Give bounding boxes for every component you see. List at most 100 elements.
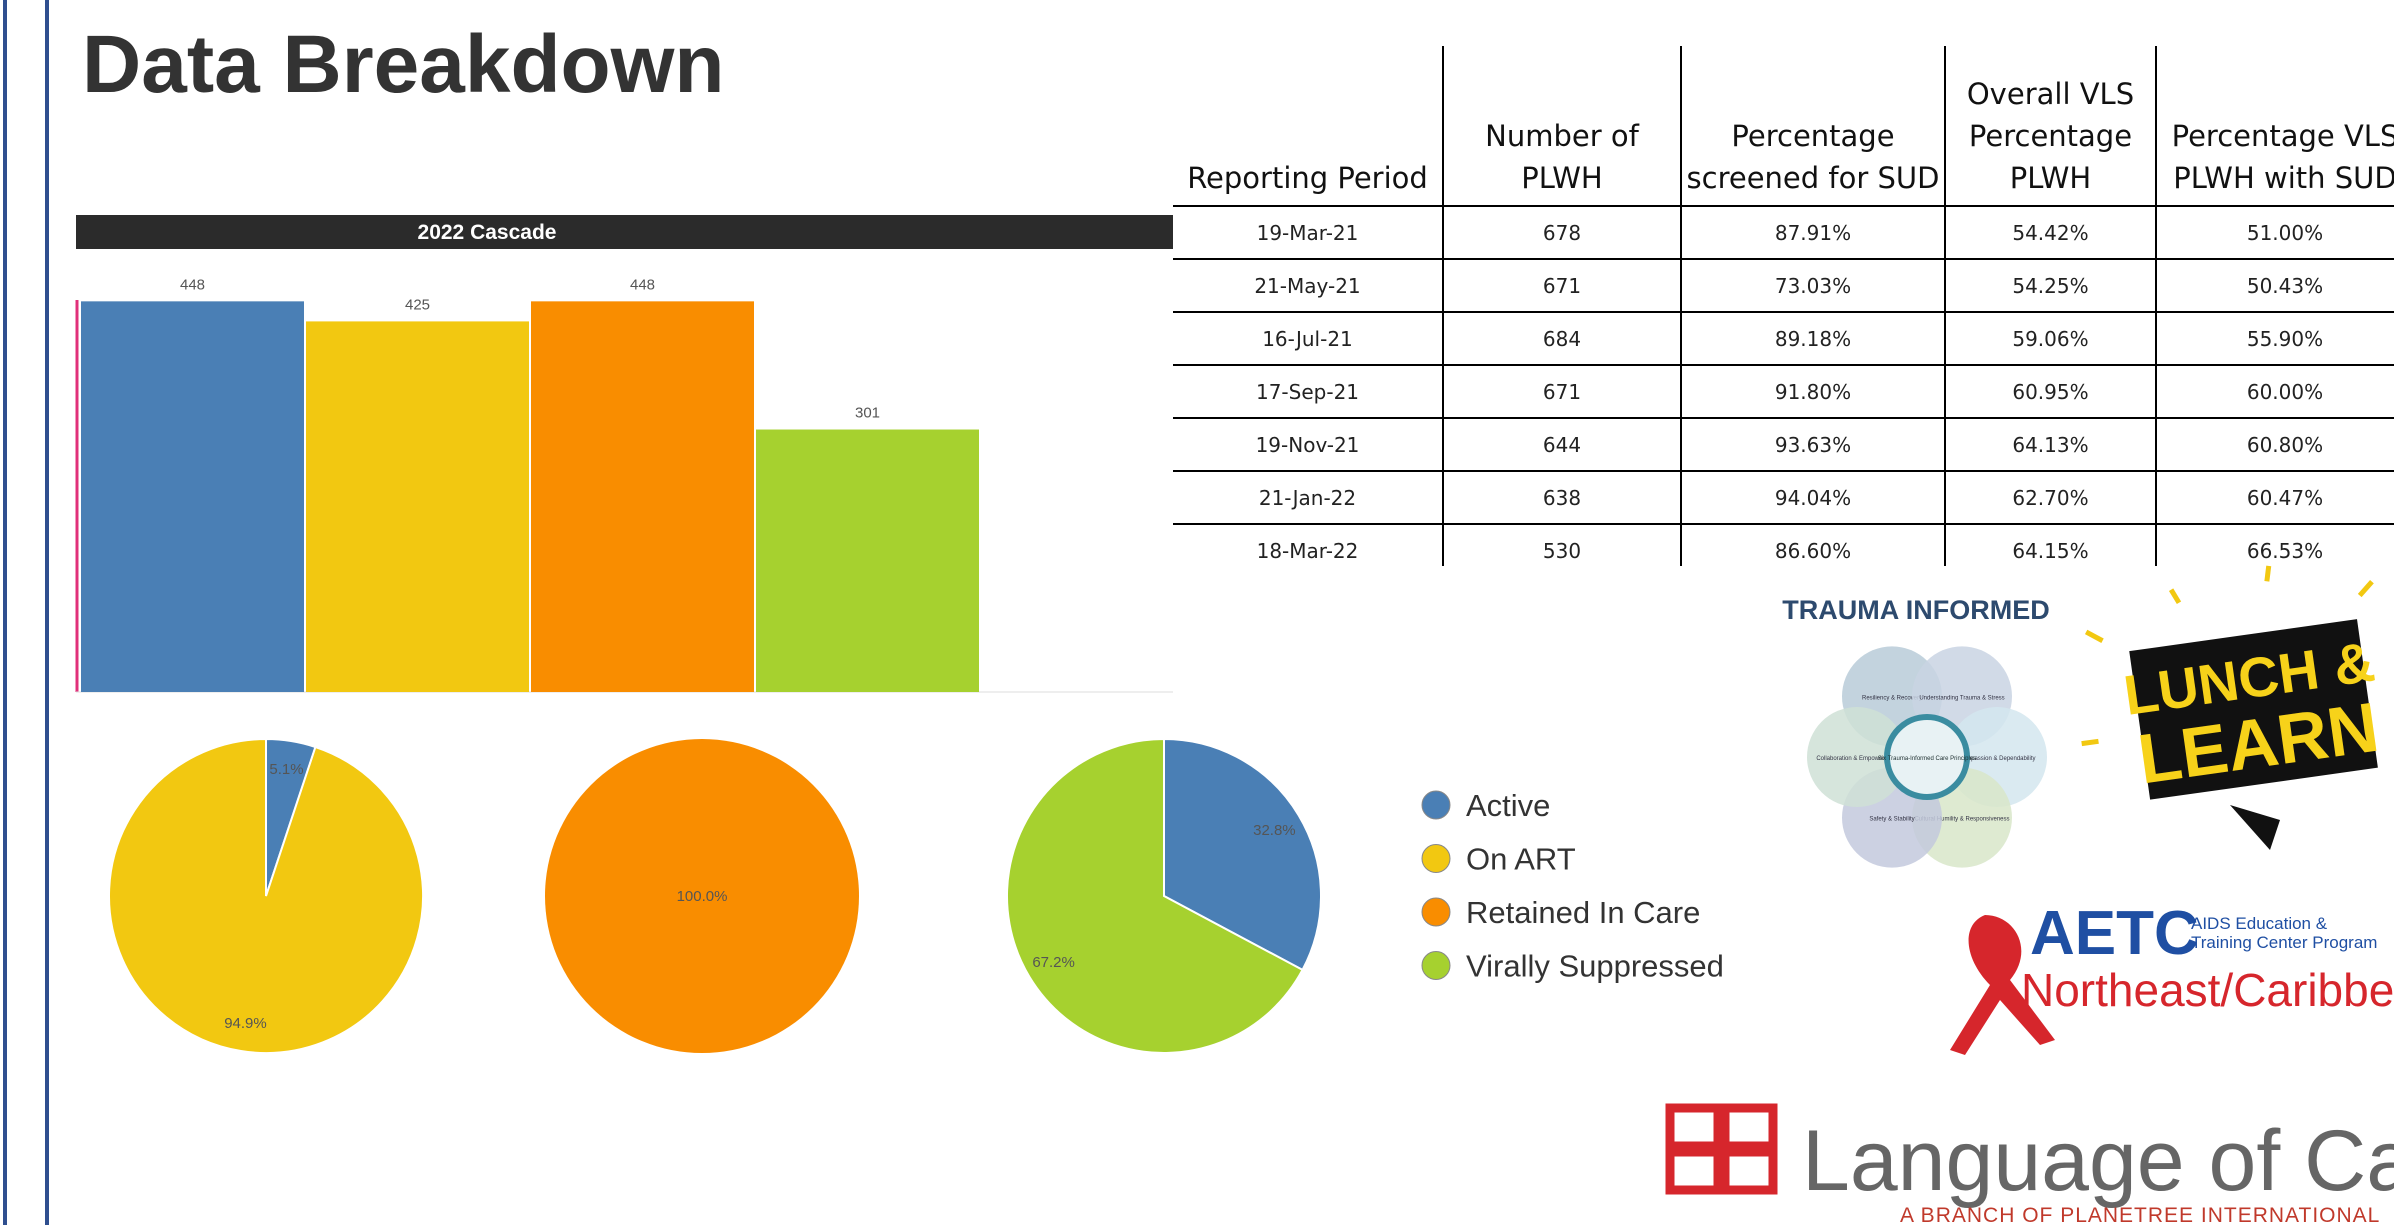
megaphone-icon [2230, 805, 2280, 850]
table-cell: 51.00% [2156, 206, 2394, 259]
table-cell: 21-Jan-22 [1173, 471, 1443, 524]
pie-label: 100.0% [677, 888, 728, 905]
table-cell: 86.60% [1681, 524, 1945, 566]
table-cell: 54.42% [1945, 206, 2156, 259]
sign-ray [2358, 582, 2374, 596]
caring-icon-part [1670, 1108, 1718, 1146]
table-cell: 89.18% [1681, 312, 1945, 365]
lunch-learn-logo: LUNCH &LEARN [2061, 548, 2394, 808]
table-cell: 16-Jul-21 [1173, 312, 1443, 365]
table-cell: 19-Nov-21 [1173, 418, 1443, 471]
header-line: Percentage [1682, 115, 1944, 157]
bar-value-label: 425 [405, 296, 430, 313]
header-line: PLWH [1946, 157, 2155, 199]
legend-label: Active [1466, 788, 1550, 823]
caring-tagline: A BRANCH OF PLANETREE INTERNATIONAL [1900, 1204, 2380, 1225]
principle-center-label: Six Trauma-Informed Care Principles [1878, 756, 1976, 762]
header-line: Overall VLS [1946, 73, 2155, 115]
table-cell: 18-Mar-22 [1173, 524, 1443, 566]
sign-ray [2086, 630, 2102, 643]
table-cell: 678 [1443, 206, 1681, 259]
bar [756, 430, 979, 692]
chart-header [76, 215, 1173, 249]
legend-label: Virally Suppressed [1466, 949, 1724, 984]
pie-label: 32.8% [1253, 822, 1296, 839]
slide: { "header": {"title": "Data Breakdown"},… [0, 0, 2394, 1225]
pie-label: 94.9% [224, 1015, 267, 1032]
principle-label: Safety & Stability [1869, 817, 1914, 823]
data-table: Reporting PeriodNumber ofPLWHPercentages… [1173, 46, 2394, 566]
table-cell: 59.06% [1945, 312, 2156, 365]
principle-label: Understanding Trauma & Stress [1919, 695, 2004, 701]
table-cell: 684 [1443, 312, 1681, 365]
table-cell: 671 [1443, 365, 1681, 418]
header-line: Reporting Period [1173, 157, 1442, 199]
table-cell: 638 [1443, 471, 1681, 524]
table-cell: 55.90% [2156, 312, 2394, 365]
legend-label: On ART [1466, 842, 1576, 877]
table-cell: 91.80% [1681, 365, 1945, 418]
table-cell: 60.47% [2156, 471, 2394, 524]
logo-title: TRAUMA INFORMED [1782, 595, 2049, 625]
caring-name: Language of Caring [1802, 1113, 2394, 1209]
header-line: Percentage VLS [2157, 115, 2394, 157]
table-cell: 64.15% [1945, 524, 2156, 566]
bar-value-label: 448 [630, 276, 655, 293]
aetc-tagline: Training Center Program [2191, 933, 2377, 952]
table-cell: 19-Mar-21 [1173, 206, 1443, 259]
bar-value-label: 301 [855, 405, 880, 422]
aetc-tagline: AIDS Education & [2191, 914, 2328, 933]
bar [306, 321, 529, 692]
bar-value-label: 448 [180, 276, 205, 293]
header-line: PLWH with SUD [2157, 157, 2394, 199]
legend-label: Retained In Care [1466, 895, 1700, 930]
sign-ray [2082, 741, 2099, 743]
header-line: Percentage [1946, 115, 2155, 157]
caring-icon-part [1725, 1108, 1773, 1146]
bar [81, 301, 304, 692]
table-cell: 60.00% [2156, 365, 2394, 418]
table-cell: 21-May-21 [1173, 259, 1443, 312]
caring-icon-part [1725, 1152, 1773, 1190]
table-cell: 60.95% [1945, 365, 2156, 418]
bar [531, 301, 754, 692]
table-cell: 644 [1443, 418, 1681, 471]
table-cell: 87.91% [1681, 206, 1945, 259]
header-line: screened for SUD [1682, 157, 1944, 199]
caring-icon-part [1670, 1152, 1718, 1190]
table-cell: 64.13% [1945, 418, 2156, 471]
table-cell: 73.03% [1681, 259, 1945, 312]
sign-ray [2265, 566, 2271, 581]
table-cell: 66.53% [2156, 524, 2394, 566]
table-body: 19-Mar-2167887.91%54.42%51.00%21-May-216… [1173, 206, 2394, 566]
sign-ray [2171, 589, 2179, 604]
header-line: PLWH [1444, 157, 1680, 199]
table-cell: 530 [1443, 524, 1681, 566]
column-header: Reporting Period [1173, 46, 1443, 206]
table-cell: 671 [1443, 259, 1681, 312]
table-cell: 60.80% [2156, 418, 2394, 471]
table-cell: 54.25% [1945, 259, 2156, 312]
header-line: Number of [1444, 115, 1680, 157]
aetc-name: AETC [2030, 899, 2199, 968]
table-cell: 17-Sep-21 [1173, 365, 1443, 418]
table-row: 19-Nov-2164493.63%64.13%60.80% [1173, 418, 2394, 471]
table-cell: 93.63% [1681, 418, 1945, 471]
pie-label: 5.1% [269, 761, 303, 778]
legend-swatch [1422, 845, 1450, 873]
chart-title: 2022 Cascade [418, 221, 557, 244]
slide-title: Data Breakdown [82, 19, 725, 110]
pie-label: 67.2% [1032, 954, 1075, 971]
legend-swatch [1422, 791, 1450, 819]
